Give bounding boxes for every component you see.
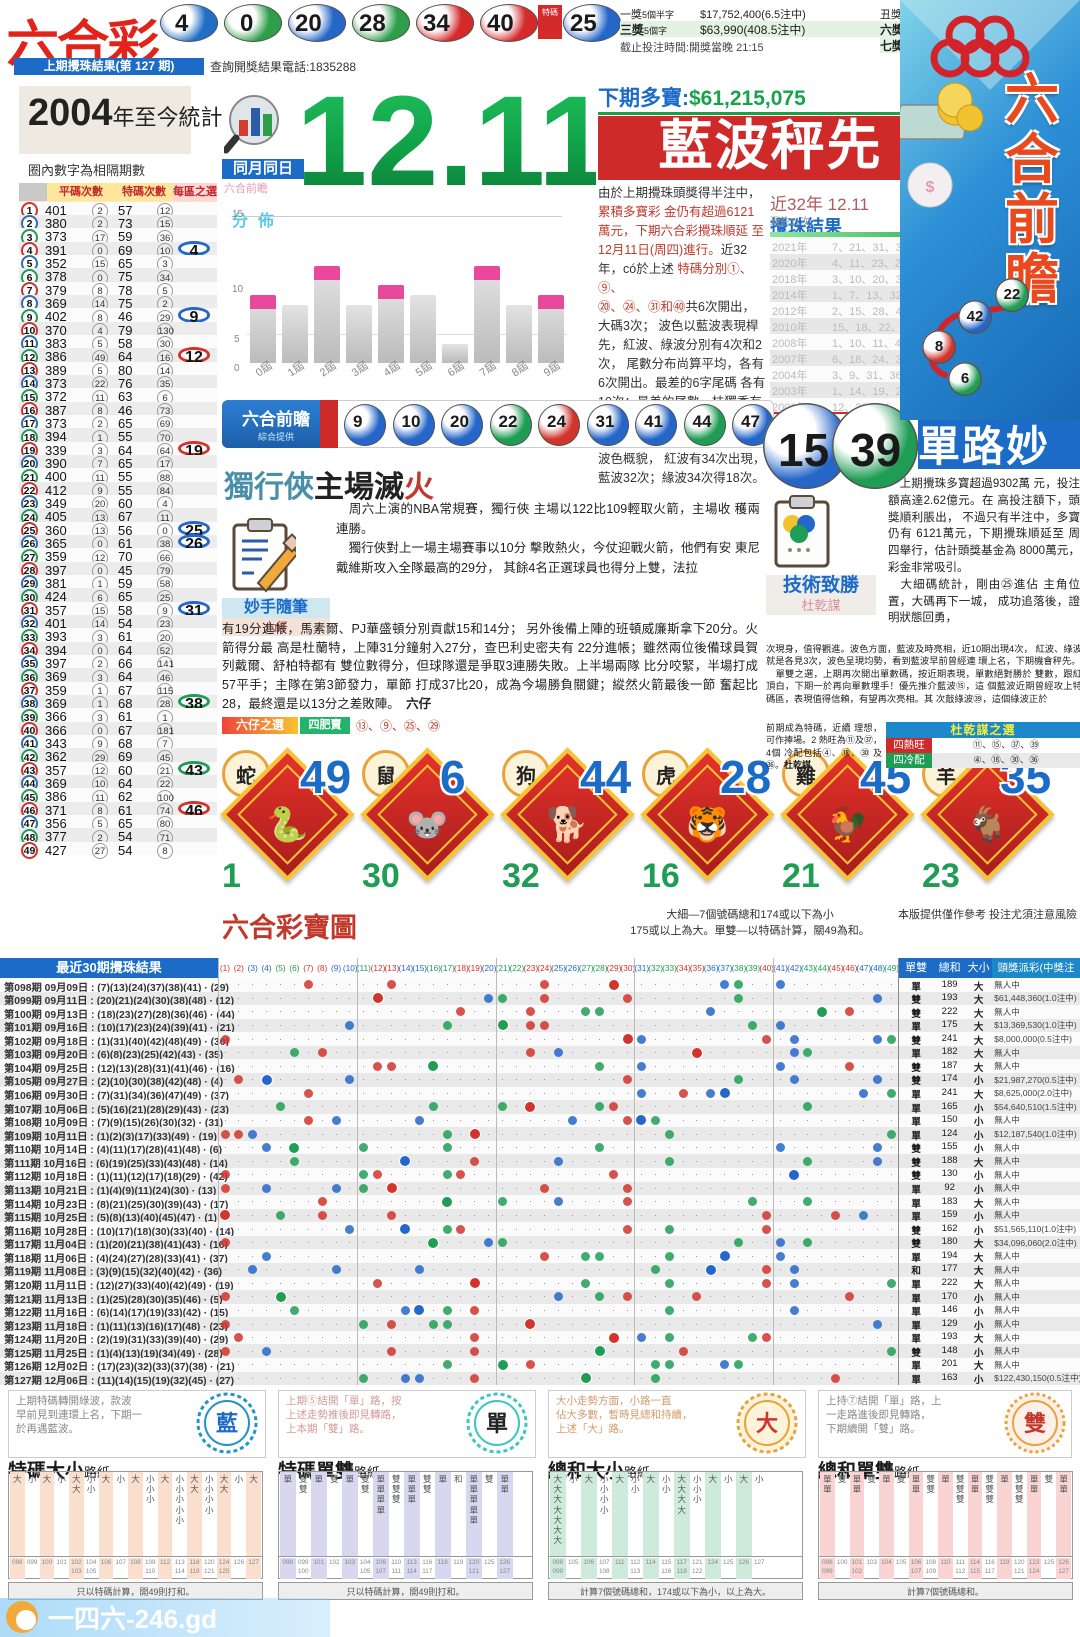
- svg-text:雙: 雙: [1024, 1411, 1046, 1436]
- svg-text:單: 單: [486, 1411, 508, 1436]
- svg-text:藍: 藍: [216, 1411, 238, 1436]
- svg-text:$: $: [926, 179, 935, 196]
- svg-text:大: 大: [756, 1411, 778, 1436]
